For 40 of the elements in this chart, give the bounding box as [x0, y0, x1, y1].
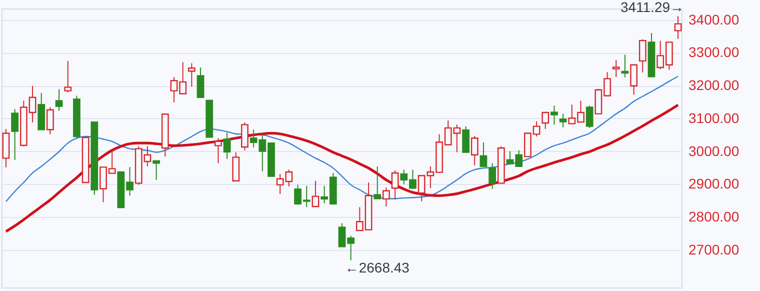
candlestick: [621, 54, 629, 78]
candlestick: [196, 66, 204, 98]
y-tick-label: 3400.00: [688, 11, 740, 28]
candlestick: [55, 88, 63, 112]
candlestick: [612, 59, 620, 78]
candlestick: [46, 106, 54, 135]
y-tick-label: 3000.00: [688, 142, 740, 159]
y-tick-label: 3200.00: [688, 77, 740, 94]
y-tick-label: 2800.00: [688, 208, 740, 225]
candlestick: [488, 162, 496, 190]
candlestick: [382, 186, 390, 207]
candlestick: [550, 105, 558, 126]
line-series: [5, 76, 679, 202]
candlestick: [188, 62, 196, 88]
y-tick-label: 2900.00: [688, 176, 740, 192]
annotation: 3411.29→: [620, 0, 684, 16]
candlestick: [241, 122, 248, 151]
annotation: ←2668.43: [344, 259, 410, 276]
candlestick: [391, 170, 399, 200]
y-tick-label: 3300.00: [688, 44, 740, 60]
candlestick: [64, 60, 72, 93]
y-tick-label: 2700.00: [688, 241, 740, 258]
y-tick-label: 3100.00: [688, 110, 740, 126]
candlestick: [462, 126, 470, 153]
candlestick: [152, 160, 160, 180]
candlestick: [630, 64, 638, 96]
candlestick: [374, 166, 382, 200]
candlestick: [312, 180, 320, 208]
candlestick: [559, 113, 567, 128]
candlestick: [214, 138, 222, 164]
candlestick: [232, 152, 240, 182]
candlestick: [638, 38, 646, 73]
candlestick: [223, 132, 231, 160]
candlestick: [674, 16, 682, 40]
candlestick: [586, 105, 594, 128]
candlestick: [11, 108, 19, 160]
candlestick: [470, 135, 478, 166]
line-series: [4, 104, 680, 233]
candlestick: [480, 142, 488, 168]
candlestick: [542, 111, 550, 130]
